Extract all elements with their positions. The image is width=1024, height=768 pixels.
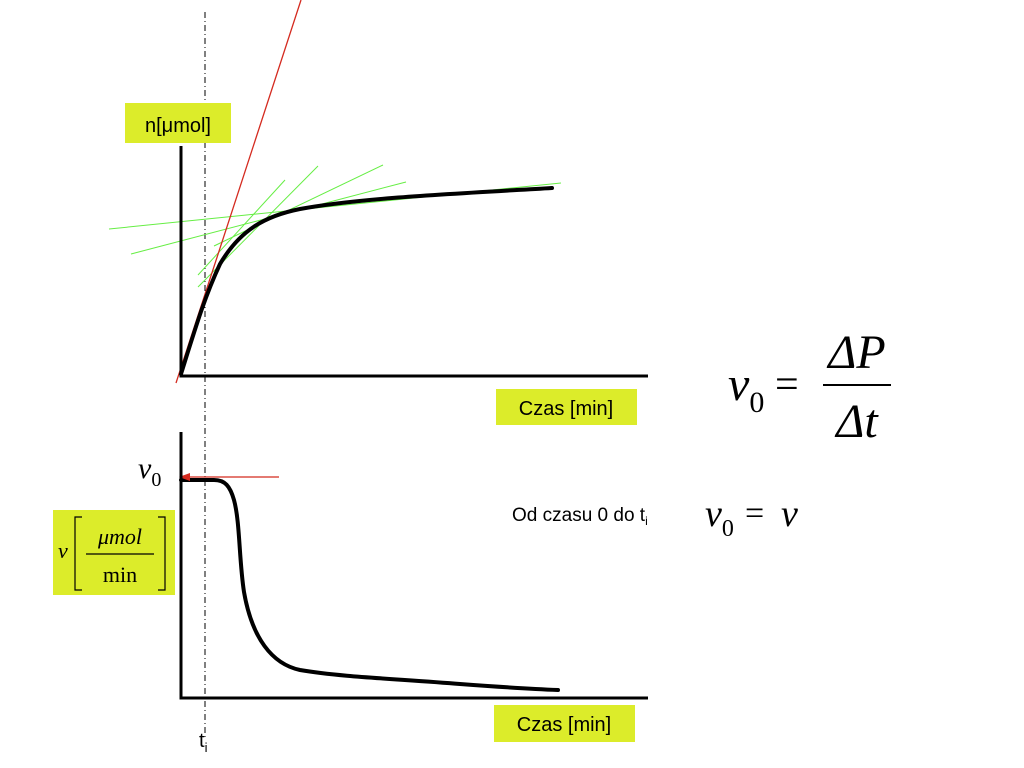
ti-marker-subscript: i [205,740,208,755]
note-text: Od czasu 0 do ti [512,505,648,528]
note-lhs: v0 [705,493,734,542]
tangent-lines [108,164,562,288]
bottom-y-label-numerator: μmol [97,524,142,549]
rate-formula: v0 = ΔP Δt [728,326,891,448]
bottom-y-label: v μmol min [53,510,175,595]
top-y-label: n[μmol] [125,103,231,143]
product-curve [179,186,554,376]
formula-lhs-subscript: 0 [749,386,764,419]
note-text-subscript: i [645,514,648,528]
bottom-x-label: Czas [min] [494,705,635,742]
tangent-line [213,164,384,247]
note-equals: = [745,495,764,532]
top-y-label-text: n[μmol] [145,115,211,137]
bottom-y-label-variable: v [58,538,68,563]
note-text-prefix: Od czasu 0 do t [512,505,646,526]
formula-lhs-symbol: v [728,358,750,411]
ti-marker: ti [199,730,208,755]
ti-marker-symbol: t [199,730,205,752]
top-plot: n[μmol] Czas [min] [108,0,648,425]
v0-arrow [179,473,279,481]
note-lhs-subscript: 0 [722,516,734,542]
rate-curve [179,478,560,692]
v0-marker-symbol: v [138,452,152,485]
top-x-label: Czas [min] [496,389,637,425]
v0-marker-subscript: 0 [151,469,161,491]
note-lhs-symbol: v [705,493,722,535]
initial-rate-note: Od czasu 0 do ti v0 = v [512,493,798,542]
formula-equals: = [775,362,799,408]
formula-numerator: ΔP [826,326,886,379]
top-x-label-text: Czas [min] [519,398,613,420]
formula-denominator: Δt [834,395,879,448]
tangent-line [197,179,286,276]
bottom-x-label-text: Czas [min] [517,714,611,736]
v0-marker: v0 [138,452,161,491]
note-rhs: v [781,493,798,535]
formula-lhs: v0 [728,358,764,419]
bottom-plot: v0 v μmol min Czas [min] ti [53,432,648,755]
bottom-y-label-denominator: min [103,562,137,587]
top-axes [179,146,648,378]
bottom-axes [179,432,648,700]
